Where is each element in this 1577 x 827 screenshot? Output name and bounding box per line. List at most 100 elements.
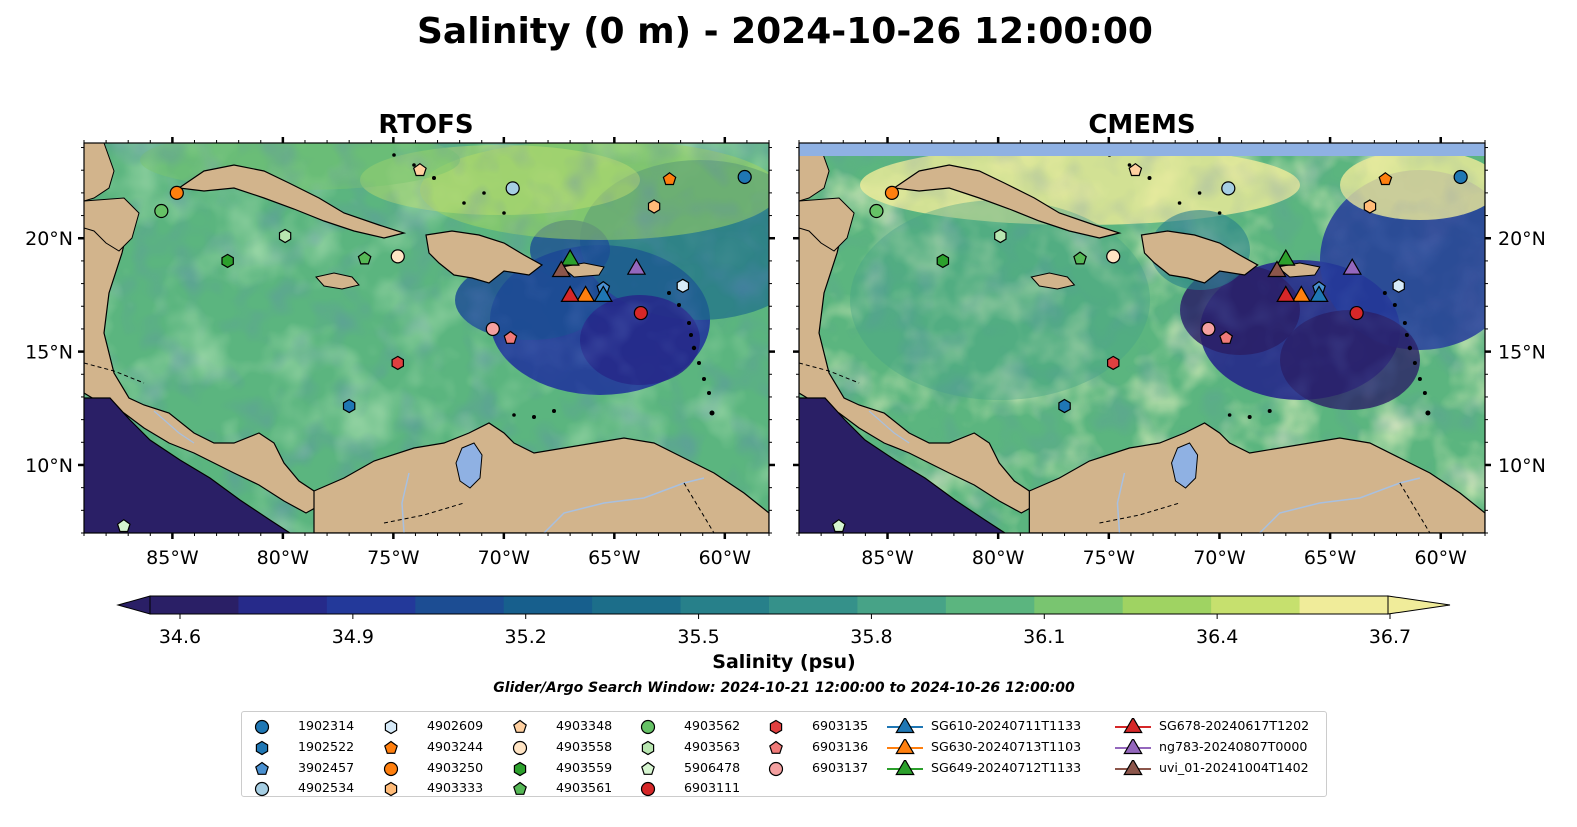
ytick-label: 10°N [1498, 455, 1546, 477]
marker-uvi_01-20241004T1402-rtofs [551, 260, 572, 278]
marker-SG649-20240712T1133-rtofs [560, 248, 580, 266]
legend-marker [255, 740, 269, 755]
legend-label: 4903561 [556, 780, 613, 796]
legend-label: 4902609 [427, 718, 484, 733]
map-panel-rtofs [84, 143, 769, 533]
legend-marker [1123, 759, 1143, 775]
legend-swatch [512, 740, 528, 755]
legend-marker [384, 782, 398, 797]
legend-swatch [513, 761, 527, 776]
search-window-text: Glider/Argo Search Window: 2024-10-21 12… [493, 680, 1075, 696]
legend-swatch [768, 761, 784, 776]
legend-marker [640, 782, 656, 797]
colorbar-tick-label: 35.5 [677, 626, 719, 648]
xtick-label: 60°W [1415, 547, 1468, 569]
marker-6903111-cmems [1349, 305, 1364, 321]
legend-swatch [640, 719, 656, 735]
colorbar-tick-label: 34.9 [332, 626, 374, 648]
legend-swatch [254, 782, 270, 797]
colorbar-segment [1299, 596, 1389, 614]
legend-label: SG678-20240617T1202 [1159, 718, 1310, 733]
legend-label: 4903562 [684, 718, 741, 733]
legend-marker [384, 740, 398, 754]
marker-6903135-rtofs [391, 355, 404, 371]
marker-SG678-20240617T1202-rtofs [560, 285, 580, 302]
legend-marker [513, 782, 527, 796]
legend-marker [512, 740, 528, 755]
marker-4903250-cmems [884, 185, 900, 200]
marker-6903135-cmems [1106, 355, 1120, 371]
colorbar-tick-label: 36.7 [1369, 626, 1411, 648]
colorbar-tick-label: 36.4 [1196, 626, 1238, 648]
marker-SG630-20240713T1103-rtofs [575, 285, 596, 302]
legend-label: 4903250 [427, 759, 484, 775]
ytick-label: 10°N [25, 455, 73, 477]
colorbar-segment [1211, 596, 1301, 614]
marker-4903250-rtofs [169, 185, 184, 200]
legend-swatch [384, 740, 398, 754]
legend-label: 4902534 [298, 780, 355, 796]
legend-swatch [887, 759, 923, 775]
marker-4902609-cmems [1392, 278, 1405, 293]
legend-swatch [641, 761, 655, 775]
legend-label: 4903348 [556, 718, 613, 733]
colorbar-segment [503, 596, 593, 614]
marker-SG610-20240711T1133-rtofs [593, 285, 613, 302]
legend-label: 3902457 [298, 759, 355, 775]
marker-SG678-20240617T1202-cmems [1276, 285, 1296, 302]
xtick-label: 70°W [1193, 547, 1246, 569]
colorbar-segment [857, 596, 947, 614]
legend-marker [641, 740, 655, 755]
legend-marker [769, 740, 783, 754]
marker-4903244-cmems [1378, 172, 1393, 186]
colorbar-segment [1122, 596, 1212, 614]
legend-marker [1123, 738, 1143, 754]
legend-marker [254, 719, 270, 735]
legend-label: 4903559 [556, 759, 613, 775]
marker-4903333-cmems [1363, 199, 1377, 214]
no-data-band [799, 143, 1485, 156]
legend-marker [769, 719, 783, 735]
marker-1902522-cmems [1058, 398, 1071, 414]
marker-4903559-cmems [936, 253, 950, 269]
legend-label: 1902314 [298, 718, 355, 733]
marker-SG610-20240711T1133-cmems [1309, 285, 1329, 302]
legend-swatch [1115, 759, 1151, 775]
colorbar-segment [945, 596, 1035, 614]
xtick-label: 60°W [699, 547, 752, 569]
colorbar: 34.6 34.9 35.2 35.5 35.8 36.1 36.4 36.7 [116, 595, 1451, 648]
marker-SG649-20240712T1133-cmems [1276, 248, 1296, 266]
legend-marker [640, 719, 656, 735]
legend-swatch [1115, 738, 1151, 754]
colorbar-segment [415, 596, 505, 614]
legend-swatch [769, 740, 783, 754]
legend-swatch [887, 738, 923, 754]
marker-SG630-20240713T1103-cmems [1291, 285, 1312, 302]
marker-1902314-rtofs [737, 169, 752, 185]
marker-6903136-rtofs [503, 330, 518, 344]
map-panel-cmems [799, 143, 1485, 533]
colorbar-tick-label: 35.8 [850, 626, 892, 648]
xtick-label: 70°W [478, 547, 531, 569]
marker-4902609-rtofs [676, 278, 690, 293]
marker-6903111-rtofs [633, 305, 648, 321]
legend: 1902314 1902522 3902457 4902534 4902609 49032… [241, 711, 1327, 797]
colorbar-segment [326, 596, 416, 614]
legend-label: SG630-20240713T1103 [931, 738, 1082, 754]
panel-title-rtofs: RTOFS [378, 110, 473, 140]
xtick-label: 75°W [1083, 547, 1136, 569]
colorbar-tick-label: 35.2 [505, 626, 547, 648]
marker-4903559-rtofs [221, 253, 234, 269]
marker-4903561-rtofs [357, 251, 372, 265]
xtick-label: 85°W [146, 547, 199, 569]
marker-4902534-cmems [1221, 181, 1236, 196]
legend-marker [641, 761, 655, 775]
legend-label: 1902522 [298, 738, 355, 754]
legend-label: SG649-20240712T1133 [931, 759, 1082, 775]
legend-label: 6903136 [812, 738, 869, 754]
legend-label: 5906478 [684, 759, 741, 775]
legend-swatch [254, 719, 270, 735]
legend-marker [383, 761, 399, 776]
legend-label: uvi_01-20241004T1402 [1159, 759, 1309, 775]
